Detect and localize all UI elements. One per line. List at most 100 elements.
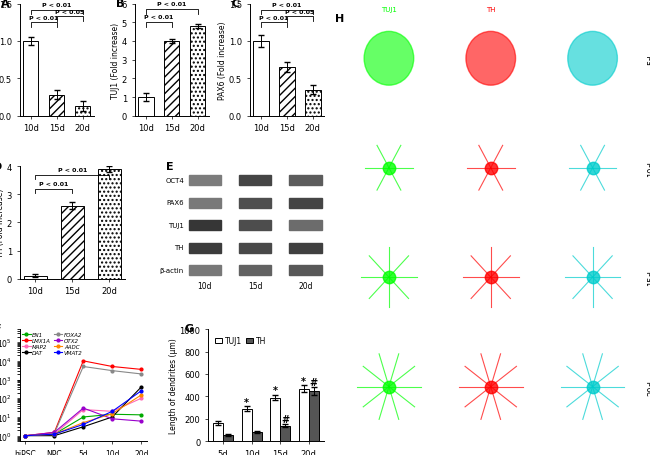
MAP2 <box>109 409 116 414</box>
Bar <box>138 98 153 116</box>
MAP2 <box>51 431 58 437</box>
Bar <box>98 170 120 279</box>
Text: P < 0.01: P < 0.01 <box>157 2 187 7</box>
LMX1A <box>109 364 116 369</box>
Text: 20d: 20d <box>298 281 313 290</box>
OTX2 <box>51 430 58 435</box>
MAP2 <box>137 396 145 401</box>
Bar <box>49 96 64 116</box>
EN1 <box>51 431 58 437</box>
FOXA2 <box>109 368 116 374</box>
AADC <box>51 431 58 437</box>
VMAT2 <box>109 409 116 414</box>
Line: DAT: DAT <box>24 386 142 437</box>
Text: E: E <box>166 162 174 172</box>
Text: TUJ1: TUJ1 <box>381 7 397 13</box>
Text: 15d: 15d <box>248 281 263 290</box>
Bar <box>289 266 322 276</box>
Bar <box>23 42 38 116</box>
Text: P < 0.01: P < 0.01 <box>39 182 69 187</box>
Bar <box>24 276 47 279</box>
Bar <box>190 27 205 116</box>
Text: P < 0.01: P < 0.01 <box>144 15 174 20</box>
Bar <box>213 423 223 441</box>
Point <box>588 165 598 172</box>
Text: β-actin: β-actin <box>160 267 184 273</box>
Text: *: * <box>301 376 306 386</box>
Point <box>588 274 598 281</box>
Text: TH: TH <box>486 7 495 13</box>
DAT <box>21 433 29 439</box>
Line: MAP2: MAP2 <box>24 397 142 437</box>
Bar <box>188 243 220 253</box>
Bar <box>188 221 220 231</box>
Bar <box>61 206 84 279</box>
Y-axis label: TUJ1 (Fold increase): TUJ1 (Fold increase) <box>111 23 120 99</box>
Text: B: B <box>116 0 124 9</box>
AADC <box>137 392 145 398</box>
Line: VMAT2: VMAT2 <box>24 389 142 437</box>
Text: TH: TH <box>174 245 184 251</box>
FOXA2 <box>137 371 145 377</box>
Line: FOXA2: FOXA2 <box>24 365 142 437</box>
Text: G: G <box>185 324 194 334</box>
LMX1A <box>137 367 145 372</box>
DAT <box>79 424 87 430</box>
Text: P < 0.01: P < 0.01 <box>58 167 87 172</box>
Text: PAX6: PAX6 <box>166 200 184 206</box>
FOXA2 <box>79 364 87 369</box>
Bar <box>289 221 322 231</box>
LMX1A <box>51 430 58 435</box>
Bar <box>239 221 271 231</box>
Text: #: # <box>309 377 318 387</box>
Bar <box>188 176 220 186</box>
Text: *: * <box>244 397 249 407</box>
Bar <box>188 266 220 276</box>
Circle shape <box>567 32 618 86</box>
Point <box>384 274 394 281</box>
Legend: EN1, LMX1A, MAP2, DAT, FOXA2, OTX2, AADC, VMAT2: EN1, LMX1A, MAP2, DAT, FOXA2, OTX2, AADC… <box>22 332 83 355</box>
Circle shape <box>466 32 515 86</box>
Bar <box>239 243 271 253</box>
Line: EN1: EN1 <box>24 413 142 437</box>
Text: 5d: 5d <box>647 54 650 65</box>
EN1 <box>21 433 29 439</box>
Bar <box>279 68 294 116</box>
AADC <box>109 411 116 416</box>
Bar <box>252 432 262 441</box>
Text: TUJ1 / TH / Nuclei: TUJ1 / TH / Nuclei <box>562 7 623 13</box>
Text: A: A <box>1 0 10 9</box>
Text: P < 0.05: P < 0.05 <box>285 10 315 15</box>
DAT <box>109 415 116 420</box>
Bar <box>188 198 220 208</box>
Bar <box>223 435 233 441</box>
AADC <box>21 433 29 439</box>
EN1 <box>137 412 145 418</box>
MAP2 <box>79 407 87 412</box>
Y-axis label: Length of dendrites (μm): Length of dendrites (μm) <box>169 338 178 433</box>
Text: P < 0.01: P < 0.01 <box>272 3 302 8</box>
Bar <box>75 107 90 116</box>
VMAT2 <box>79 422 87 427</box>
Text: 20d: 20d <box>647 379 650 394</box>
LMX1A <box>79 359 87 364</box>
LMX1A <box>21 433 29 439</box>
Bar <box>289 198 322 208</box>
Bar <box>253 42 268 116</box>
Point <box>486 383 496 390</box>
VMAT2 <box>51 431 58 437</box>
MAP2 <box>21 433 29 439</box>
EN1 <box>109 412 116 417</box>
Bar <box>242 409 252 441</box>
Bar <box>309 391 318 441</box>
VMAT2 <box>21 433 29 439</box>
OTX2 <box>137 419 145 424</box>
Text: P < 0.05: P < 0.05 <box>55 10 84 15</box>
Line: OTX2: OTX2 <box>24 407 142 437</box>
Line: LMX1A: LMX1A <box>24 360 142 437</box>
Y-axis label: PAX6 (Fold increase): PAX6 (Fold increase) <box>218 21 227 100</box>
DAT <box>51 433 58 439</box>
Text: *: * <box>272 385 278 395</box>
FOXA2 <box>51 431 58 436</box>
Y-axis label: TH (Fold increase): TH (Fold increase) <box>0 188 5 258</box>
